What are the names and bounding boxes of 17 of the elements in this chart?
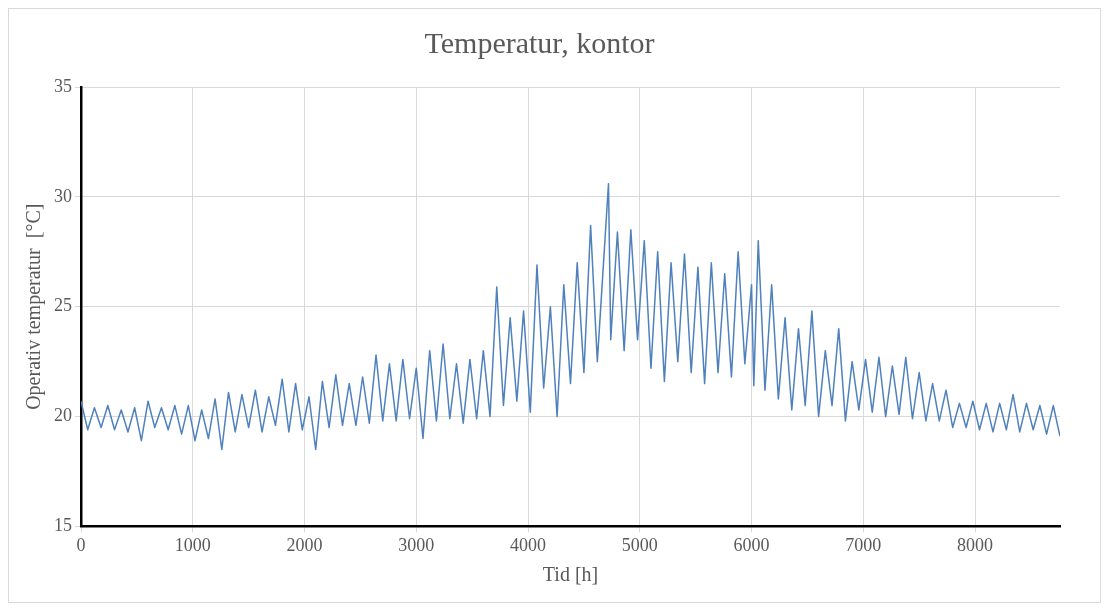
x-tick-label: 5000 xyxy=(621,534,658,555)
x-tick-label: 8000 xyxy=(957,534,994,555)
x-tick-label: 3000 xyxy=(398,534,435,555)
y-tick-label: 35 xyxy=(54,75,72,96)
y-tick-label: 20 xyxy=(54,405,72,426)
y-tick-label: 30 xyxy=(54,185,72,206)
x-tick-label: 0 xyxy=(76,534,86,555)
y-tick-label: 15 xyxy=(54,515,72,536)
x-tick-label: 1000 xyxy=(174,534,211,555)
x-tick-label: 6000 xyxy=(733,534,770,555)
x-axis-title: Tid [h] xyxy=(542,563,599,586)
y-tick-label: 25 xyxy=(54,295,72,316)
x-tick-label: 7000 xyxy=(845,534,882,555)
y-axis-title: Operativ temperatur [°C] xyxy=(22,203,46,410)
x-tick-label: 2000 xyxy=(286,534,323,555)
x-tick-label: 4000 xyxy=(510,534,547,555)
chart-title: Temperatur, kontor xyxy=(424,25,655,59)
